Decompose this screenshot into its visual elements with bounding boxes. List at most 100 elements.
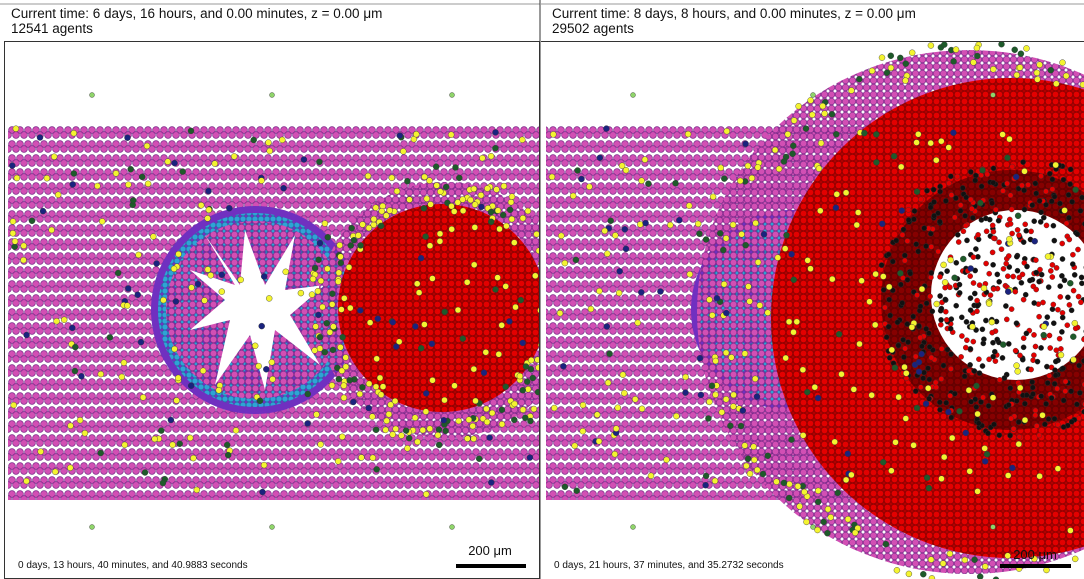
immune-cell <box>536 248 542 254</box>
tumor-cell <box>1037 314 1042 319</box>
tumor-cell <box>1016 419 1021 424</box>
immune-cell <box>897 55 903 61</box>
immune-cell <box>312 347 318 353</box>
immune-cell <box>335 458 341 464</box>
tumor-cell <box>1006 402 1011 407</box>
immune-cell <box>805 257 811 263</box>
immune-cell <box>909 324 915 330</box>
immune-cell <box>613 426 619 432</box>
immune-cell <box>605 380 611 386</box>
tumor-cell <box>924 301 929 306</box>
immune-cell <box>1067 280 1073 286</box>
immune-cell <box>484 419 490 425</box>
tumor-cell <box>1070 252 1075 257</box>
immune-cell <box>437 189 443 195</box>
tumor-cell <box>937 219 942 224</box>
immune-cell <box>394 188 400 194</box>
tumor-cell <box>1021 345 1026 350</box>
immune-cell <box>216 387 222 393</box>
immune-cell <box>816 166 822 172</box>
immune-cell <box>279 137 285 143</box>
immune-cell <box>990 66 996 72</box>
tumor-cell <box>900 300 905 305</box>
immune-cell <box>190 455 196 461</box>
immune-cell <box>941 454 947 460</box>
immune-cell <box>456 418 462 424</box>
tumor-cell <box>990 223 995 228</box>
immune-cell <box>330 347 336 353</box>
tumor-cell <box>964 238 969 243</box>
tumor-cell <box>1067 237 1072 242</box>
tumor-cell <box>987 271 992 276</box>
tumor-cell <box>1076 294 1081 299</box>
tumor-cell <box>902 253 907 258</box>
immune-cell <box>404 178 410 184</box>
immune-cell <box>206 188 212 194</box>
panel: Current time: 8 days, 8 hours, and 0.00 … <box>540 0 1084 579</box>
immune-cell <box>782 246 788 252</box>
immune-cell <box>632 396 638 402</box>
immune-cell <box>519 137 525 143</box>
immune-cell <box>263 366 269 372</box>
tumor-cell <box>1050 274 1055 279</box>
tumor-cell <box>1072 272 1077 277</box>
immune-cell <box>421 205 427 211</box>
tumor-cell <box>948 393 953 398</box>
immune-cell <box>828 514 834 520</box>
tumor-cell <box>1000 355 1005 360</box>
immune-cell <box>859 278 865 284</box>
immune-cell <box>341 395 347 401</box>
tumor-cell <box>915 293 920 298</box>
immune-cell <box>765 453 771 459</box>
immune-cell <box>301 157 307 163</box>
tumor-cell <box>961 229 966 234</box>
tumor-cell <box>1055 386 1060 391</box>
immune-cell <box>639 406 645 412</box>
tumor-cell <box>922 226 927 231</box>
tumor-cell <box>1077 390 1082 395</box>
tumor-cell <box>943 297 948 302</box>
immune-cell <box>574 488 580 494</box>
immune-cell <box>305 421 311 427</box>
immune-cell <box>939 476 945 482</box>
tumor-cell <box>906 340 911 345</box>
immune-cell <box>781 159 787 165</box>
tumor-cell <box>1009 416 1014 421</box>
immune-cell <box>488 209 494 215</box>
tumor-cell <box>974 309 979 314</box>
immune-cell <box>947 551 953 557</box>
tumor-cell <box>1044 401 1049 406</box>
immune-cell <box>119 374 125 380</box>
immune-cell <box>61 317 67 323</box>
tumor-cell <box>991 286 996 291</box>
tumor-cell <box>976 357 981 362</box>
immune-cell <box>374 356 380 362</box>
immune-cell <box>986 301 992 307</box>
tumor-cell <box>963 223 968 228</box>
tumor-cell <box>976 421 981 426</box>
immune-cell <box>607 351 613 357</box>
tumor-cell <box>1037 433 1042 438</box>
immune-cell <box>348 243 354 249</box>
immune-cell <box>1022 168 1028 174</box>
immune-cell <box>737 178 743 184</box>
immune-cell <box>740 408 746 414</box>
tumor-cell <box>928 205 933 210</box>
tumor-cell <box>952 391 957 396</box>
immune-cell <box>789 437 795 443</box>
immune-cell <box>357 308 363 314</box>
immune-cell <box>705 416 711 422</box>
tumor-cell <box>1060 315 1065 320</box>
immune-cell <box>125 182 131 188</box>
tumor-cell <box>924 326 929 331</box>
immune-cell <box>437 238 443 244</box>
immune-cell <box>575 168 581 174</box>
tumor-cell <box>1027 278 1032 283</box>
tumor-cell <box>987 357 992 362</box>
immune-cell <box>697 355 703 361</box>
immune-cell <box>493 129 499 135</box>
immune-cell <box>745 284 751 290</box>
immune-cell <box>808 97 814 103</box>
tumor-cell <box>943 198 948 203</box>
immune-cell <box>698 392 704 398</box>
